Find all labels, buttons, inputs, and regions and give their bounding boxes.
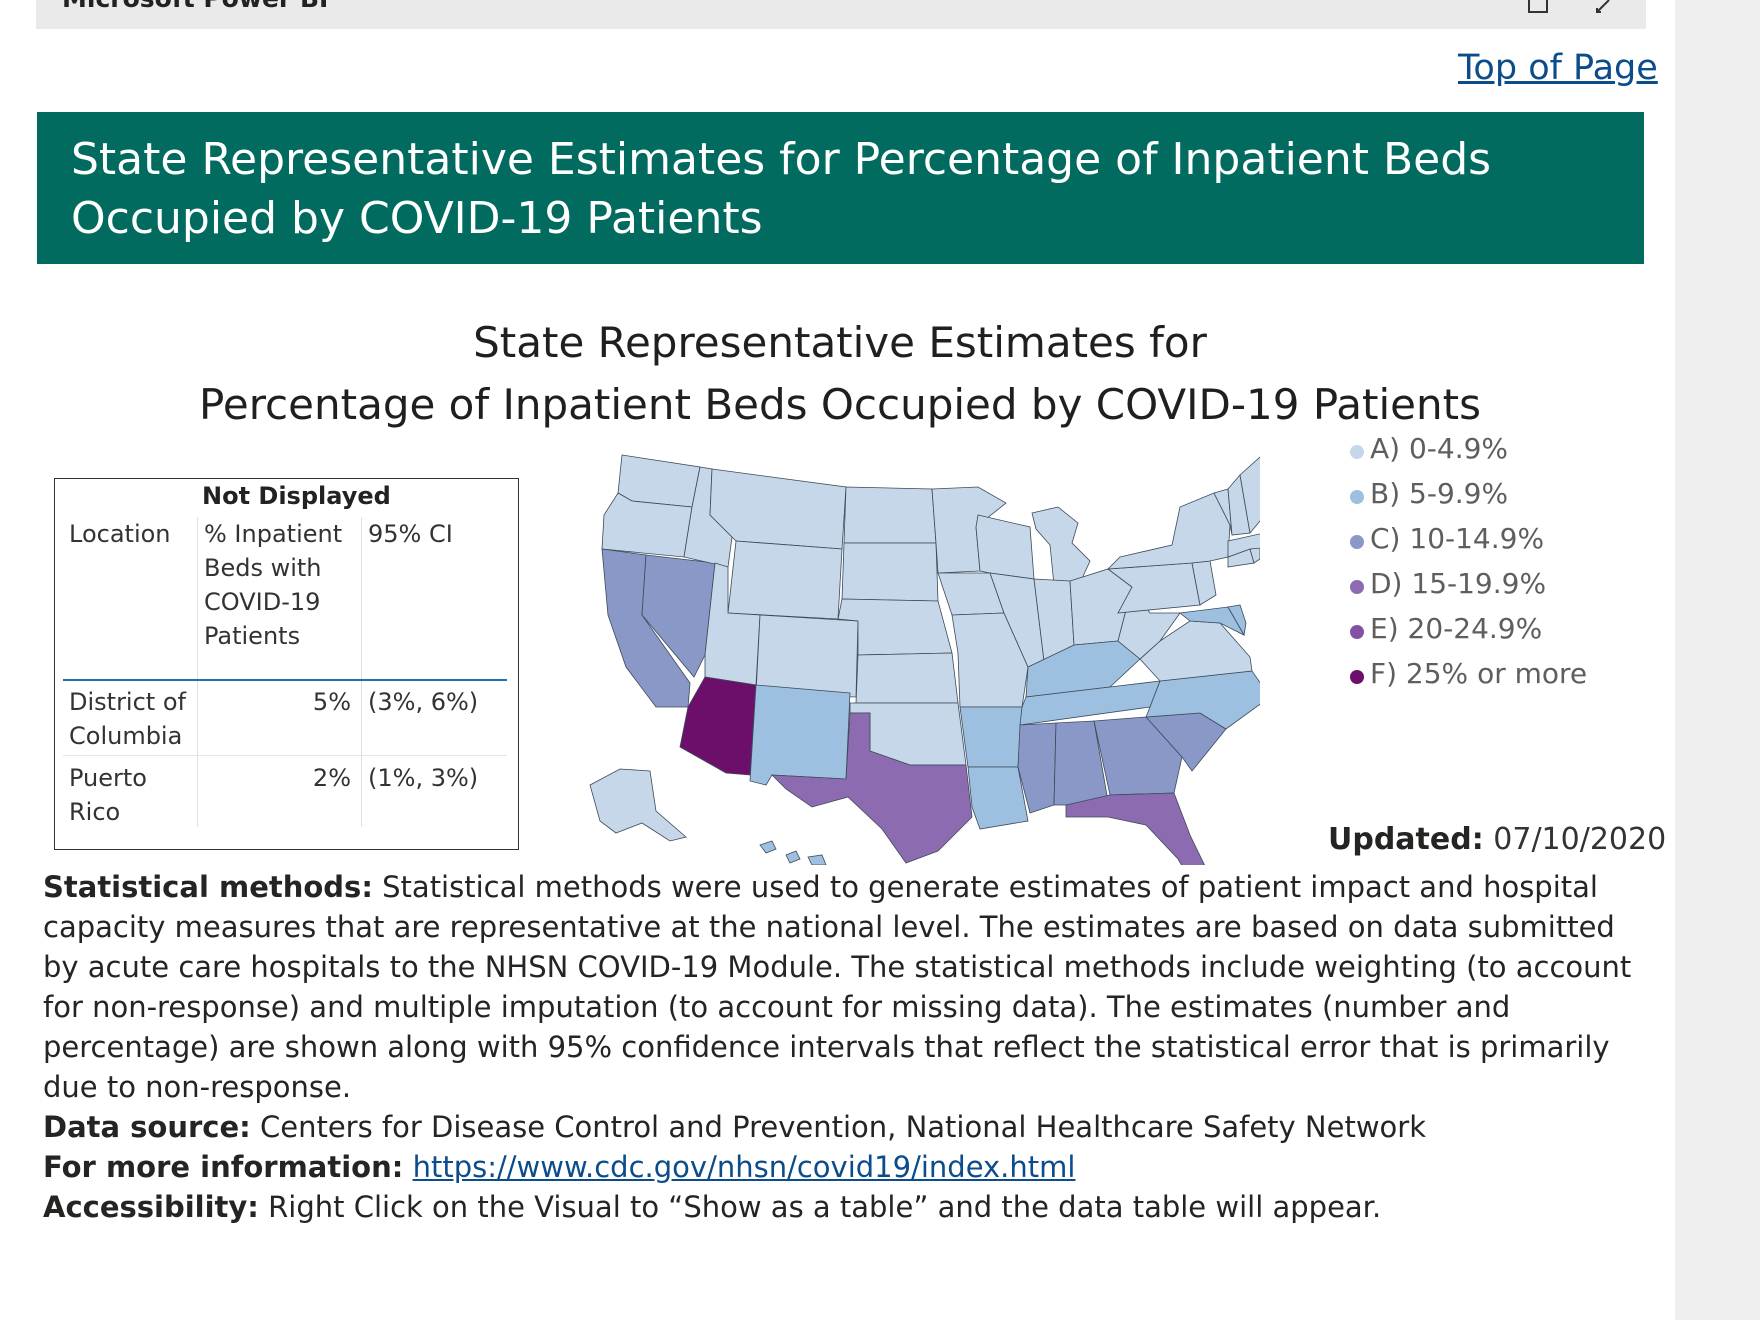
legend-label: C) 10-14.9% [1370,522,1545,555]
legend-item[interactable]: E) 20-24.9% [1348,610,1608,650]
legend-swatch [1350,445,1364,459]
state-florida[interactable] [1065,792,1220,865]
column-header-pct-line: Patients [204,622,301,650]
state-wisconsin[interactable] [975,514,1035,580]
legend-item[interactable]: F) 25% or more [1348,655,1608,695]
state-new-mexico[interactable] [749,684,851,786]
page-banner: State Representative Estimates for Perce… [37,112,1644,264]
chart-title: State Representative Estimates for Perce… [150,312,1530,436]
methods-label: Statistical methods: [43,870,373,904]
state-colorado[interactable] [755,614,859,698]
accessibility-text: Right Click on the Visual to “Show as a … [268,1190,1382,1224]
legend-swatch [1350,490,1364,504]
legend-swatch [1350,580,1364,594]
column-header-pct-line: % Inpatient [204,520,343,548]
chart-title-line2: Percentage of Inpatient Beds Occupied by… [199,380,1481,429]
legend-item[interactable]: A) 0-4.9% [1348,430,1608,470]
location-line: Puerto [69,764,147,792]
top-of-page-link[interactable]: Top of Page [1458,48,1658,88]
source-label: Data source: [43,1110,251,1144]
not-displayed-table[interactable]: Not Displayed Location % Inpatient Beds … [54,478,519,850]
legend-item[interactable]: B) 5-9.9% [1348,475,1608,515]
updated-date: Updated: 07/10/2020 [1328,822,1666,857]
info-label: For more information: [43,1150,404,1184]
state-delaware[interactable] [1227,604,1247,637]
state-maine[interactable] [1239,456,1260,534]
info-note: For more information: https://www.cdc.go… [43,1147,1643,1187]
state-mississippi[interactable] [1017,722,1057,814]
legend-swatch [1350,535,1364,549]
chart-title-line1: State Representative Estimates for [473,318,1207,367]
state-kansas[interactable] [855,652,959,704]
right-gutter [1675,0,1760,1320]
state-georgia[interactable] [1093,716,1183,796]
legend-label: A) 0-4.9% [1370,432,1509,465]
app-name: Microsoft Power BI [62,0,328,13]
legend-label: F) 25% or more [1370,657,1588,690]
state-new-york[interactable] [1106,492,1231,570]
share-icon[interactable] [1526,0,1552,16]
row-divider [63,755,507,756]
methods-text: Statistical methods were used to generat… [43,870,1632,1104]
table-cell-pct: 5% [312,688,351,716]
state-louisiana[interactable] [967,766,1029,830]
table-cell-ci: (3%, 6%) [368,688,479,716]
location-line: District of [69,688,186,716]
table-cell-location: District of Columbia [69,685,186,753]
state-michigan[interactable] [1031,506,1091,586]
state-south-dakota[interactable] [841,542,939,602]
state-hawaii[interactable] [759,840,827,865]
column-divider [197,517,198,827]
banner-title: State Representative Estimates for Perce… [71,134,1492,244]
table-title: Not Displayed [202,482,391,510]
location-line: Rico [69,798,121,826]
updated-label: Updated: [1328,822,1484,857]
header-divider [63,679,507,681]
state-north-dakota[interactable] [843,486,937,544]
methods-note: Statistical methods: Statistical methods… [43,867,1643,1107]
top-bar: Microsoft Power BI [36,0,1646,29]
legend-swatch [1350,670,1364,684]
column-header-pct-line: COVID-19 [204,588,321,616]
state-texas[interactable] [770,712,973,864]
legend-label: D) 15-19.9% [1370,567,1547,600]
column-header-pct-line: Beds with [204,554,322,582]
legend-swatch [1350,625,1364,639]
notes-section: Statistical methods: Statistical methods… [43,867,1643,1227]
legend-item[interactable]: D) 15-19.9% [1348,565,1608,605]
state-washington[interactable] [617,454,701,508]
legend-item[interactable]: C) 10-14.9% [1348,520,1608,560]
state-virginia[interactable] [1139,620,1253,682]
accessibility-label: Accessibility: [43,1190,259,1224]
table-cell-pct: 2% [312,764,351,792]
column-header-location: Location [69,520,171,548]
column-header-pct: % Inpatient Beds with COVID-19 Patients [204,517,342,653]
source-text: Centers for Disease Control and Preventi… [259,1110,1427,1144]
table-cell-ci: (1%, 3%) [368,764,479,792]
state-wyoming[interactable] [727,540,843,620]
column-header-ci: 95% CI [368,520,453,548]
state-maryland[interactable] [1179,606,1246,636]
state-arizona[interactable] [679,676,757,776]
info-link[interactable]: https://www.cdc.gov/nhsn/covid19/index.h… [412,1150,1076,1184]
legend-label: E) 20-24.9% [1370,612,1543,645]
us-state-map[interactable] [560,445,1260,865]
source-note: Data source: Centers for Disease Control… [43,1107,1643,1147]
state-massachusetts[interactable] [1227,533,1260,558]
location-line: Columbia [69,722,183,750]
expand-icon[interactable] [1591,0,1617,16]
legend-label: B) 5-9.9% [1370,477,1509,510]
accessibility-note: Accessibility: Right Click on the Visual… [43,1187,1643,1227]
updated-value: 07/10/2020 [1493,822,1667,857]
table-cell-location: Puerto Rico [69,761,147,829]
state-arkansas[interactable] [959,706,1023,768]
state-alaska[interactable] [589,768,687,842]
column-divider [361,517,362,827]
